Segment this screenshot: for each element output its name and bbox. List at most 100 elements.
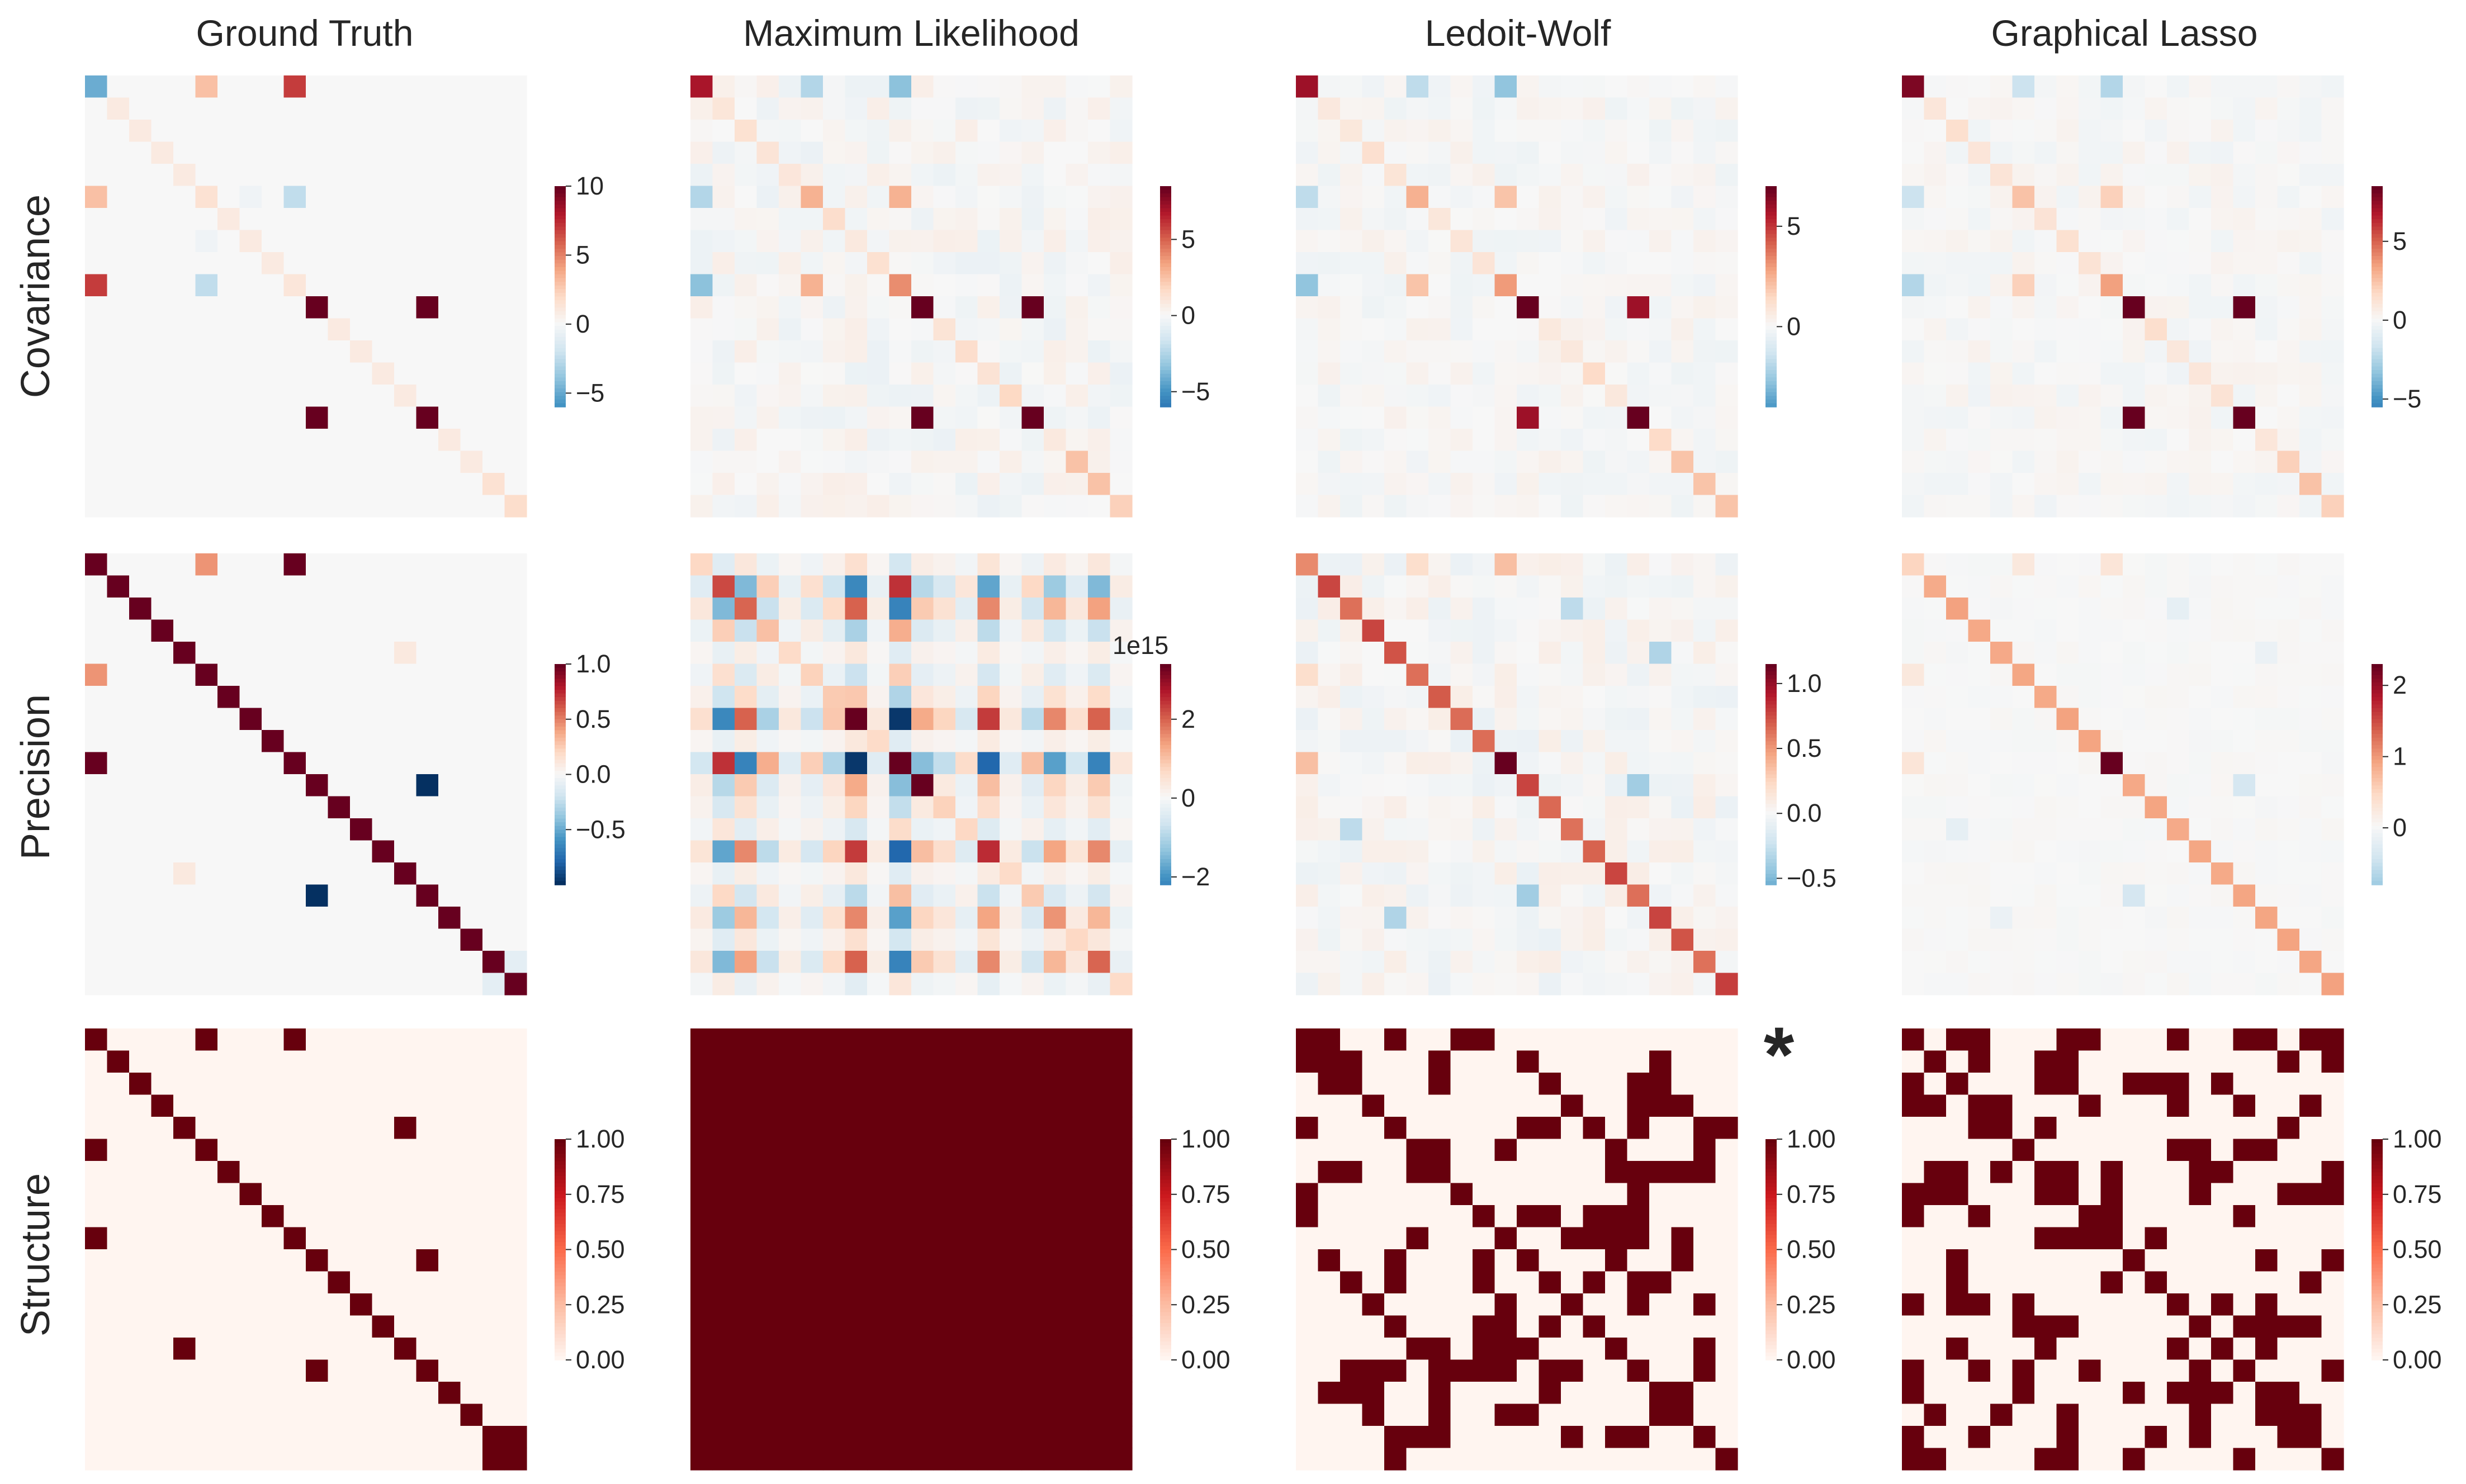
heatmap-cell xyxy=(1384,296,1407,319)
heatmap-cell xyxy=(1946,186,1969,208)
heatmap-cell xyxy=(151,928,174,951)
heatmap-cell xyxy=(690,575,713,598)
heatmap-cell xyxy=(955,1161,978,1184)
heatmap-cell xyxy=(690,1028,713,1051)
heatmap-cell xyxy=(1088,862,1111,885)
heatmap-cell xyxy=(823,495,846,518)
heatmap-cell xyxy=(328,1293,351,1316)
heatmap-cell xyxy=(350,473,373,496)
heatmap-cell xyxy=(845,840,868,863)
heatmap-cell xyxy=(482,75,505,98)
heatmap-cell xyxy=(2189,752,2212,775)
heatmap-cell xyxy=(85,730,108,753)
heatmap-cell xyxy=(416,296,439,319)
heatmap-cell xyxy=(394,1161,417,1184)
heatmap-cell xyxy=(328,619,351,642)
heatmap-cell xyxy=(1605,663,1628,686)
heatmap-cell xyxy=(306,1293,329,1316)
colorbar-segment xyxy=(2372,866,2383,871)
heatmap-cell xyxy=(85,208,108,231)
heatmap-cell xyxy=(955,252,978,275)
heatmap-cell xyxy=(779,818,802,841)
colorbar-segment xyxy=(555,252,566,257)
heatmap-cell xyxy=(1296,840,1319,863)
heatmap-cell xyxy=(1627,252,1650,275)
heatmap-cell xyxy=(1296,642,1319,665)
heatmap-cell xyxy=(482,1426,505,1449)
heatmap-cell xyxy=(1715,1293,1738,1316)
heatmap-cell xyxy=(1044,1448,1067,1471)
heatmap-cell xyxy=(1539,642,1561,665)
heatmap-cell xyxy=(1044,884,1067,907)
heatmap-cell xyxy=(2167,429,2190,452)
heatmap-cell xyxy=(1066,730,1088,753)
heatmap-cell xyxy=(504,774,527,797)
heatmap-cell xyxy=(350,429,373,452)
heatmap-cell xyxy=(823,884,846,907)
heatmap-cell xyxy=(173,1293,196,1316)
heatmap-cell xyxy=(85,274,108,297)
heatmap-cell xyxy=(1318,730,1341,753)
heatmap-cell xyxy=(690,385,713,407)
heatmap-cell xyxy=(845,1249,868,1272)
heatmap-cell xyxy=(1362,708,1385,731)
heatmap-cell xyxy=(712,1338,735,1360)
heatmap-cell xyxy=(2100,340,2123,363)
colorbar-tick-label: 0 xyxy=(1181,301,1195,330)
heatmap-cell xyxy=(1450,686,1473,709)
heatmap-cell xyxy=(2012,186,2035,208)
heatmap-cell xyxy=(1924,230,1947,253)
heatmap-cell xyxy=(85,1315,108,1338)
colorbar-segment xyxy=(2372,748,2383,753)
heatmap-cell xyxy=(1693,340,1716,363)
heatmap-cell xyxy=(1110,274,1133,297)
heatmap-cell xyxy=(1450,1205,1473,1228)
heatmap-cell xyxy=(350,495,373,518)
heatmap-cell xyxy=(151,406,174,429)
heatmap-cell xyxy=(1946,451,1969,473)
heatmap-cell xyxy=(1968,752,1991,775)
colorbar-segment xyxy=(1766,715,1777,720)
heatmap-cell xyxy=(482,385,505,407)
heatmap-cell xyxy=(933,1028,956,1051)
heatmap-cell xyxy=(482,619,505,642)
colorbar-segment xyxy=(2372,241,2383,246)
colorbar-segment xyxy=(555,1150,566,1155)
heatmap-cell xyxy=(1110,473,1133,496)
heatmap-cell xyxy=(889,928,912,951)
heatmap-cell xyxy=(1340,385,1363,407)
heatmap-cell xyxy=(1450,406,1473,429)
heatmap-cell xyxy=(416,1315,439,1338)
heatmap-cell xyxy=(1693,451,1716,473)
heatmap-cell xyxy=(1450,1249,1473,1272)
heatmap-cell xyxy=(1671,642,1694,665)
heatmap-cell xyxy=(173,186,196,208)
heatmap-cell xyxy=(1671,1205,1694,1228)
heatmap-cell xyxy=(1450,708,1473,731)
heatmap-cell xyxy=(712,575,735,598)
colorbar-segment xyxy=(2372,697,2383,701)
heatmap-cell xyxy=(416,186,439,208)
heatmap-cell xyxy=(1406,252,1429,275)
heatmap-cell xyxy=(801,928,823,951)
heatmap-cell xyxy=(262,1293,285,1316)
heatmap-cell xyxy=(85,1426,108,1449)
heatmap-cell xyxy=(1561,796,1584,819)
heatmap-cell xyxy=(1583,429,1606,452)
heatmap-cell xyxy=(690,296,713,319)
heatmap-cell xyxy=(1649,451,1672,473)
heatmap-cell xyxy=(2123,840,2146,863)
heatmap-cell xyxy=(2167,451,2190,473)
heatmap-cell xyxy=(2123,619,2146,642)
heatmap-cell xyxy=(283,553,306,576)
heatmap-cell xyxy=(504,1249,527,1272)
heatmap-cell xyxy=(756,1028,779,1051)
heatmap-cell xyxy=(889,1249,912,1272)
heatmap-cell xyxy=(823,686,846,709)
colorbar-segment xyxy=(1160,344,1171,349)
heatmap-cell xyxy=(460,362,483,385)
colorbar-segment xyxy=(1766,693,1777,698)
heatmap-cell xyxy=(1450,1183,1473,1206)
heatmap-cell xyxy=(1627,296,1650,319)
heatmap-cell xyxy=(416,951,439,974)
